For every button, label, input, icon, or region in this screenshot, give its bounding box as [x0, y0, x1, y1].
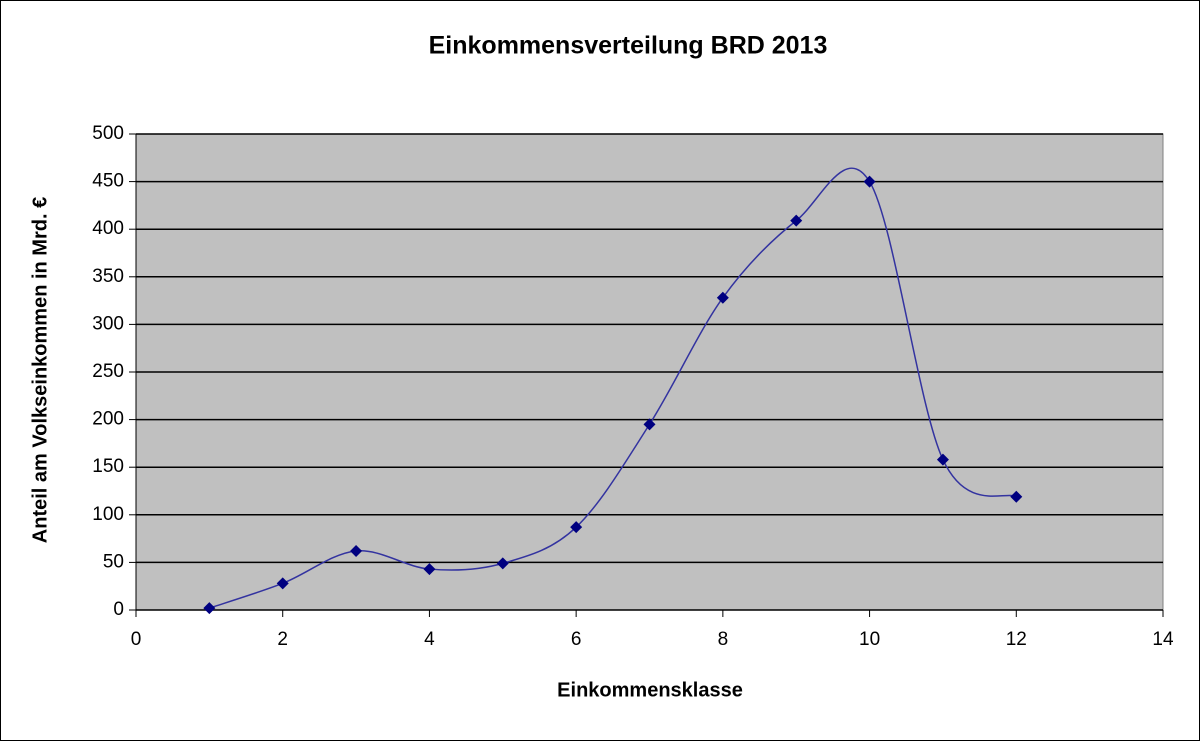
x-tick-label: 14	[1152, 629, 1174, 650]
x-tick-label: 0	[131, 629, 142, 650]
y-tick-label: 350	[92, 266, 124, 287]
marker	[423, 563, 436, 576]
x-tick-label: 6	[571, 629, 582, 650]
y-tick-label: 50	[103, 551, 124, 572]
chart-title: Einkommensverteilung BRD 2013	[429, 32, 828, 60]
y-axis-title: Anteil am Volkseinkommen in Mrd. €	[29, 197, 51, 543]
marker	[570, 521, 583, 534]
marker	[350, 544, 363, 557]
y-tick-label: 200	[92, 409, 124, 430]
x-tick-label: 4	[424, 629, 435, 650]
marker	[643, 418, 656, 431]
marker	[936, 453, 949, 466]
marker	[716, 291, 729, 304]
marker	[863, 175, 876, 188]
marker	[1010, 490, 1023, 503]
y-tick-label: 0	[113, 599, 124, 620]
marker	[203, 602, 216, 615]
y-tick-label: 100	[92, 504, 124, 525]
x-tick-label: 12	[1006, 629, 1027, 650]
marker	[790, 214, 803, 227]
y-tick-label: 400	[92, 218, 124, 239]
marker	[276, 577, 289, 590]
y-tick-label: 150	[92, 456, 124, 477]
x-tick-label: 2	[277, 629, 288, 650]
y-tick-label: 500	[92, 123, 124, 144]
x-tick-label: 8	[718, 629, 729, 650]
y-tick-label: 300	[92, 313, 124, 334]
y-tick-label: 250	[92, 361, 124, 382]
y-tick-label: 450	[92, 171, 124, 192]
marker	[496, 557, 509, 570]
x-tick-label: 10	[859, 629, 880, 650]
x-axis-title: Einkommensklasse	[557, 679, 743, 701]
